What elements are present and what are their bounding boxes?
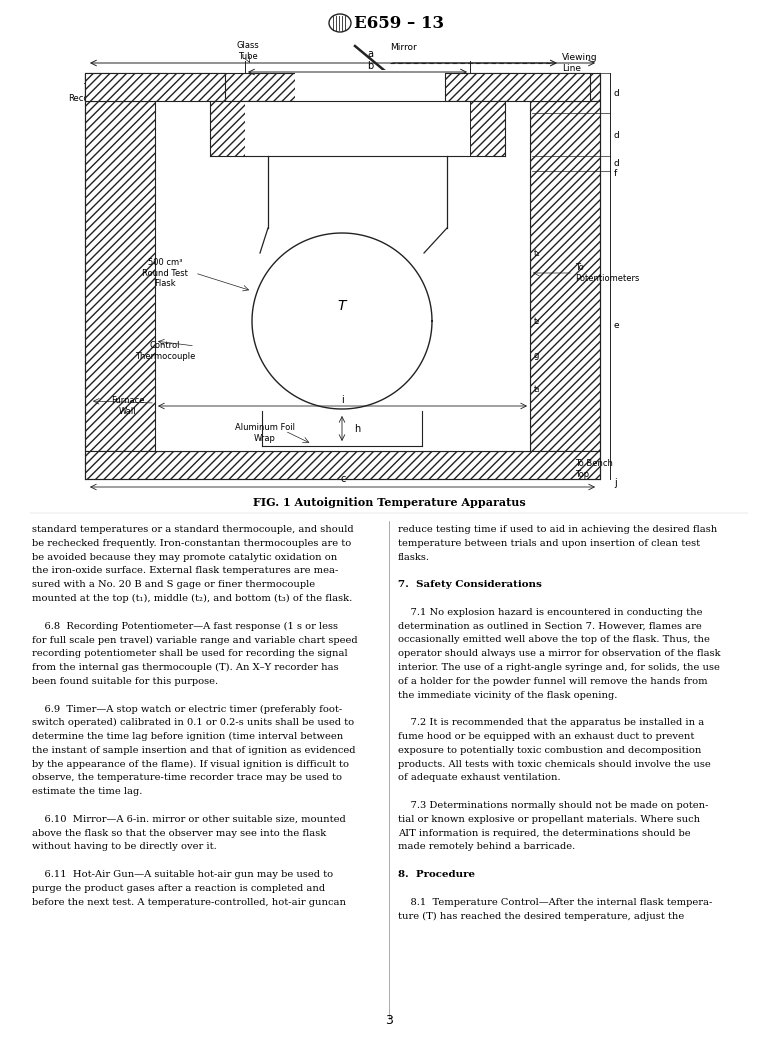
- Text: sured with a No. 20 B and S gage or finer thermocouple: sured with a No. 20 B and S gage or fine…: [32, 580, 315, 589]
- Text: 7.1 No explosion hazard is encountered in conducting the: 7.1 No explosion hazard is encountered i…: [398, 608, 703, 617]
- Text: d: d: [614, 130, 620, 139]
- Text: Control
Thermocouple: Control Thermocouple: [135, 341, 195, 360]
- Bar: [210, 101, 245, 156]
- Text: interior. The use of a right-angle syringe and, for solids, the use: interior. The use of a right-angle syrin…: [398, 663, 720, 672]
- Text: estimate the time lag.: estimate the time lag.: [32, 787, 142, 796]
- Text: i: i: [342, 395, 345, 405]
- Text: standard temperatures or a standard thermocouple, and should: standard temperatures or a standard ther…: [32, 525, 354, 534]
- Bar: [85, 451, 600, 479]
- Text: t₂: t₂: [534, 316, 541, 326]
- Text: exposure to potentially toxic combustion and decomposition: exposure to potentially toxic combustion…: [398, 745, 702, 755]
- Text: FIG. 1 Autoignition Temperature Apparatus: FIG. 1 Autoignition Temperature Apparatu…: [253, 498, 525, 508]
- Text: 8.  Procedure: 8. Procedure: [398, 870, 475, 879]
- Text: of a holder for the powder funnel will remove the hands from: of a holder for the powder funnel will r…: [398, 677, 708, 686]
- Text: 7.2 It is recommended that the apparatus be installed in a: 7.2 It is recommended that the apparatus…: [398, 718, 704, 728]
- Text: j: j: [614, 478, 617, 488]
- Text: f: f: [614, 170, 617, 178]
- Bar: [85, 101, 165, 451]
- Text: 6.10  Mirror—A 6-in. mirror or other suitable size, mounted: 6.10 Mirror—A 6-in. mirror or other suit…: [32, 815, 345, 823]
- Text: reduce testing time if used to aid in achieving the desired flash: reduce testing time if used to aid in ac…: [398, 525, 717, 534]
- Text: from the internal gas thermocouple (T). An X–Y recorder has: from the internal gas thermocouple (T). …: [32, 663, 338, 672]
- Text: fume hood or be equipped with an exhaust duct to prevent: fume hood or be equipped with an exhaust…: [398, 732, 695, 741]
- Bar: [85, 73, 600, 101]
- Text: the immediate vicinity of the flask opening.: the immediate vicinity of the flask open…: [398, 690, 618, 700]
- Text: mounted at the top (t₁), middle (t₂), and bottom (t₃) of the flask.: mounted at the top (t₁), middle (t₂), an…: [32, 594, 352, 603]
- Text: temperature between trials and upon insertion of clean test: temperature between trials and upon inse…: [398, 539, 700, 548]
- Text: be rechecked frequently. Iron-constantan thermocouples are to: be rechecked frequently. Iron-constantan…: [32, 539, 351, 548]
- Text: 7.3 Determinations normally should not be made on poten-: 7.3 Determinations normally should not b…: [398, 801, 709, 810]
- Text: purge the product gases after a reaction is completed and: purge the product gases after a reaction…: [32, 884, 325, 893]
- Text: 7.  Safety Considerations: 7. Safety Considerations: [398, 580, 541, 589]
- Text: d: d: [614, 159, 620, 169]
- Text: Viewing
Line: Viewing Line: [562, 53, 598, 73]
- Text: occasionally emitted well above the top of the flask. Thus, the: occasionally emitted well above the top …: [398, 635, 710, 644]
- Text: flasks.: flasks.: [398, 553, 430, 561]
- Text: the iron-oxide surface. External flask temperatures are mea-: the iron-oxide surface. External flask t…: [32, 566, 338, 576]
- Text: recording potentiometer shall be used for recording the signal: recording potentiometer shall be used fo…: [32, 650, 348, 658]
- Bar: [530, 101, 600, 451]
- Text: AIT information is required, the determinations should be: AIT information is required, the determi…: [398, 829, 691, 838]
- Text: d: d: [614, 88, 620, 98]
- Text: 3: 3: [385, 1015, 393, 1027]
- Text: b: b: [367, 61, 373, 71]
- Text: 6.11  Hot-Air Gun—A suitable hot-air gun may be used to: 6.11 Hot-Air Gun—A suitable hot-air gun …: [32, 870, 333, 879]
- Text: Aluminum Foil
Wrap: Aluminum Foil Wrap: [235, 424, 295, 442]
- Text: To
Potentiometers: To Potentiometers: [575, 263, 640, 283]
- Text: of adequate exhaust ventilation.: of adequate exhaust ventilation.: [398, 773, 561, 783]
- Text: 8.1  Temperature Control—After the internal flask tempera-: 8.1 Temperature Control—After the intern…: [398, 897, 713, 907]
- Text: Glass
Tube: Glass Tube: [237, 42, 259, 60]
- Text: without having to be directly over it.: without having to be directly over it.: [32, 842, 217, 852]
- Text: products. All tests with toxic chemicals should involve the use: products. All tests with toxic chemicals…: [398, 760, 711, 768]
- Text: before the next test. A temperature-controlled, hot-air guncan: before the next test. A temperature-cont…: [32, 897, 346, 907]
- Text: made remotely behind a barricade.: made remotely behind a barricade.: [398, 842, 575, 852]
- Text: determine the time lag before ignition (time interval between: determine the time lag before ignition (…: [32, 732, 343, 741]
- Text: h: h: [354, 424, 360, 434]
- Text: t₁: t₁: [534, 249, 541, 257]
- Text: To
Recorder: To Recorder: [68, 83, 106, 103]
- Text: by the appearance of the flame). If visual ignition is difficult to: by the appearance of the flame). If visu…: [32, 760, 349, 768]
- Text: c: c: [340, 474, 345, 484]
- Bar: [245, 101, 470, 156]
- Text: Furnace
Wall: Furnace Wall: [111, 397, 145, 415]
- Text: t₃: t₃: [534, 384, 541, 393]
- Text: T: T: [338, 299, 346, 313]
- Text: g: g: [534, 351, 539, 359]
- Bar: [445, 73, 590, 101]
- Text: Mirror: Mirror: [390, 44, 417, 52]
- Text: be avoided because they may promote catalytic oxidation on: be avoided because they may promote cata…: [32, 553, 337, 561]
- Text: observe, the temperature-time recorder trace may be used to: observe, the temperature-time recorder t…: [32, 773, 342, 783]
- Text: 500 cm³
Round Test
Flask: 500 cm³ Round Test Flask: [142, 258, 188, 288]
- Text: operator should always use a mirror for observation of the flask: operator should always use a mirror for …: [398, 650, 720, 658]
- Bar: [295, 70, 445, 102]
- Ellipse shape: [329, 14, 351, 32]
- Text: determination as outlined in Section 7. However, flames are: determination as outlined in Section 7. …: [398, 621, 702, 631]
- Text: e: e: [614, 322, 619, 330]
- Text: tial or known explosive or propellant materials. Where such: tial or known explosive or propellant ma…: [398, 815, 700, 823]
- Text: for full scale pen travel) variable range and variable chart speed: for full scale pen travel) variable rang…: [32, 635, 358, 644]
- Text: switch operated) calibrated in 0.1 or 0.2-s units shall be used to: switch operated) calibrated in 0.1 or 0.…: [32, 718, 354, 728]
- Text: To Bench
Top: To Bench Top: [575, 459, 613, 479]
- Bar: [85, 73, 225, 101]
- Text: E659 – 13: E659 – 13: [354, 15, 444, 31]
- Text: above the flask so that the observer may see into the flask: above the flask so that the observer may…: [32, 829, 326, 838]
- Text: a: a: [367, 49, 373, 59]
- Bar: [470, 101, 505, 156]
- Text: been found suitable for this purpose.: been found suitable for this purpose.: [32, 677, 218, 686]
- Text: 6.9  Timer—A stop watch or electric timer (preferably foot-: 6.9 Timer—A stop watch or electric timer…: [32, 705, 342, 713]
- Text: ture (T) has reached the desired temperature, adjust the: ture (T) has reached the desired tempera…: [398, 912, 684, 920]
- Text: 6.8  Recording Potentiometer—A fast response (1 s or less: 6.8 Recording Potentiometer—A fast respo…: [32, 621, 338, 631]
- Text: the instant of sample insertion and that of ignition as evidenced: the instant of sample insertion and that…: [32, 745, 356, 755]
- Bar: [155, 101, 530, 451]
